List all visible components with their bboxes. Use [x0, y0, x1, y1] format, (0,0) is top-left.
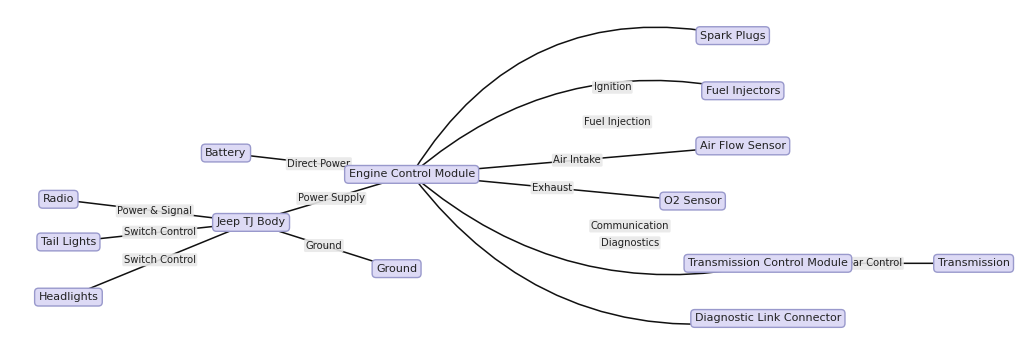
Text: Fuel Injectors: Fuel Injectors	[706, 86, 780, 96]
Text: Radio: Radio	[43, 194, 74, 204]
Text: Exhaust: Exhaust	[532, 183, 572, 193]
Text: Battery: Battery	[205, 148, 247, 158]
Text: Switch Control: Switch Control	[124, 255, 196, 265]
Text: Transmission Control Module: Transmission Control Module	[688, 258, 848, 268]
Text: Ground: Ground	[305, 241, 342, 250]
Text: Gear Control: Gear Control	[840, 258, 902, 268]
Text: Jeep TJ Body: Jeep TJ Body	[216, 217, 286, 227]
Text: Transmission: Transmission	[938, 258, 1010, 268]
Text: Communication: Communication	[591, 221, 669, 231]
Text: Ground: Ground	[376, 264, 417, 274]
Text: Tail Lights: Tail Lights	[41, 237, 96, 247]
Text: Diagnostics: Diagnostics	[601, 238, 659, 248]
Text: Switch Control: Switch Control	[124, 227, 196, 237]
Text: Diagnostic Link Connector: Diagnostic Link Connector	[694, 314, 841, 323]
Text: Ignition: Ignition	[594, 82, 631, 92]
Text: Headlights: Headlights	[39, 292, 98, 302]
Text: Direct Power: Direct Power	[288, 159, 350, 169]
Text: Power Supply: Power Supply	[298, 193, 365, 203]
Text: Spark Plugs: Spark Plugs	[700, 30, 766, 41]
Text: Engine Control Module: Engine Control Module	[348, 170, 475, 179]
Text: Air Intake: Air Intake	[553, 155, 601, 165]
Text: Power & Signal: Power & Signal	[117, 206, 193, 216]
Text: Air Flow Sensor: Air Flow Sensor	[699, 141, 785, 151]
Text: O2 Sensor: O2 Sensor	[664, 196, 722, 206]
Text: Fuel Injection: Fuel Injection	[584, 117, 650, 127]
